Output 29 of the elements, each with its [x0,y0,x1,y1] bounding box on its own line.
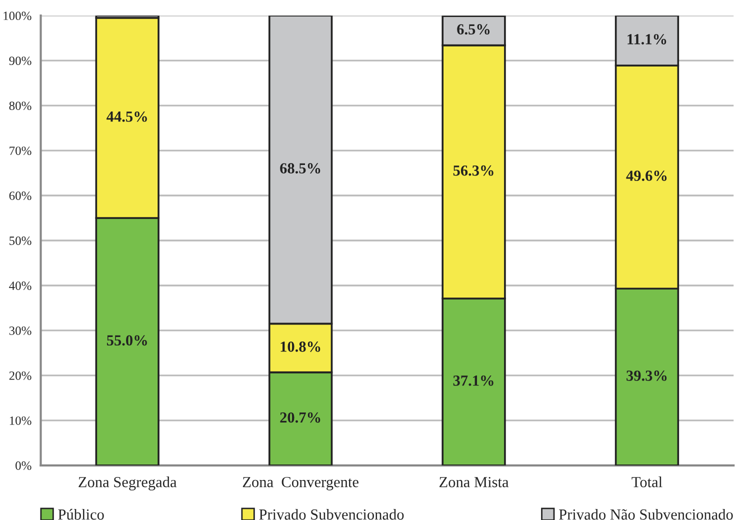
data-label: 37.1% [453,375,494,386]
x-tick-label: Zona Mista [440,476,509,488]
data-label: 11.1% [628,34,666,44]
data-label: 39.3% [626,370,667,381]
data-label: 6.5% [457,24,490,35]
data-label: 68.5% [280,163,320,174]
y-tick-label: 50% [10,236,32,245]
y-tick-label: 70% [10,146,32,156]
y-tick-label: 90% [9,56,32,66]
data-label: 44.5% [106,111,147,122]
legend-label: Privado Não Subvencionado [559,508,733,520]
legend-label: Privado Subvencionado [259,508,404,520]
data-label: 10.8% [280,342,320,352]
x-tick-label: Zona Convergente [242,476,358,490]
data-label: 20.7% [280,412,320,423]
x-tick-label: Total [632,476,662,488]
legend-label: Público [58,508,104,520]
y-tick-label: 30% [9,326,32,335]
data-label: 55.0% [106,335,147,346]
y-tick-label: 20% [9,371,32,380]
y-tick-label: 0% [16,461,32,470]
y-tick-label: 10% [10,416,32,425]
data-label: 56.3% [453,165,494,176]
data-label: 49.6% [626,170,667,181]
y-tick-label: 60% [9,192,32,200]
y-tick-label: 100% [4,12,32,20]
x-tick-label: Zona Segregada [78,476,177,490]
y-tick-label: 40% [9,282,32,290]
y-tick-label: 80% [9,102,32,110]
